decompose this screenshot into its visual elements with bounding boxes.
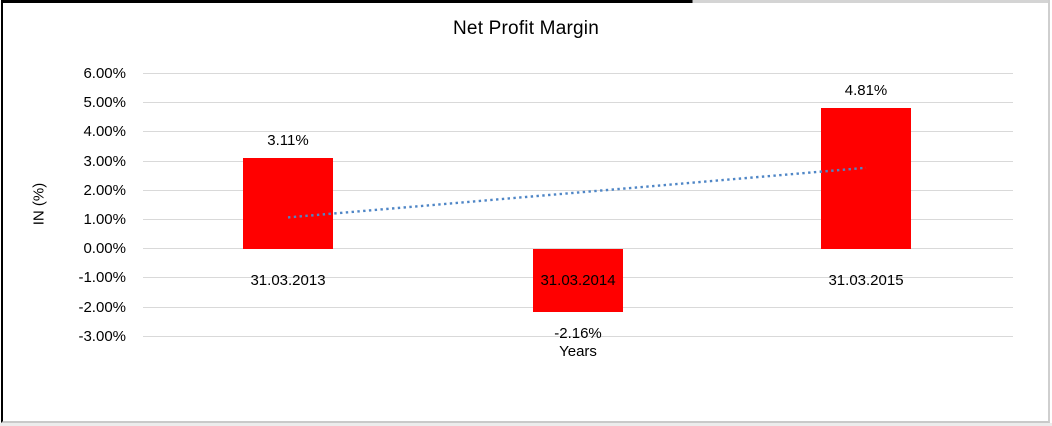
gridline [143,131,1013,133]
y-tick-label: 3.00% [83,152,126,170]
y-tick-label: -3.00% [78,327,126,345]
y-tick-label: 6.00% [83,64,126,82]
y-tick-label: 0.00% [83,240,126,258]
y-tick-label: 1.00% [83,210,126,228]
y-tick-label: 5.00% [83,94,126,112]
y-tick-label: -1.00% [78,269,126,287]
y-tick-label: 2.00% [83,181,126,199]
category-label: 31.03.2014 [540,272,616,289]
gridline [143,218,1013,220]
chart-title: Net Profit Margin [453,18,599,39]
gridline [143,72,1013,74]
bar-value-label: 4.81% [844,82,888,100]
bar-value-label: -2.16% [554,324,602,342]
y-tick-label: 4.00% [83,123,126,141]
bar [821,108,911,249]
category-label: 31.03.2013 [250,272,326,289]
category-label: 31.03.2015 [828,272,904,289]
gridline [143,102,1013,104]
bar-value-label: 3.11% [267,131,309,149]
gridline [143,335,1013,337]
y-tick-label: -2.00% [78,298,126,316]
bar [243,157,333,249]
trendline-dotted-line [287,166,867,219]
bar [533,248,623,312]
bottom-margin-strip [0,423,1052,426]
x-axis-title: Years [559,343,597,360]
gridline [143,160,1013,162]
